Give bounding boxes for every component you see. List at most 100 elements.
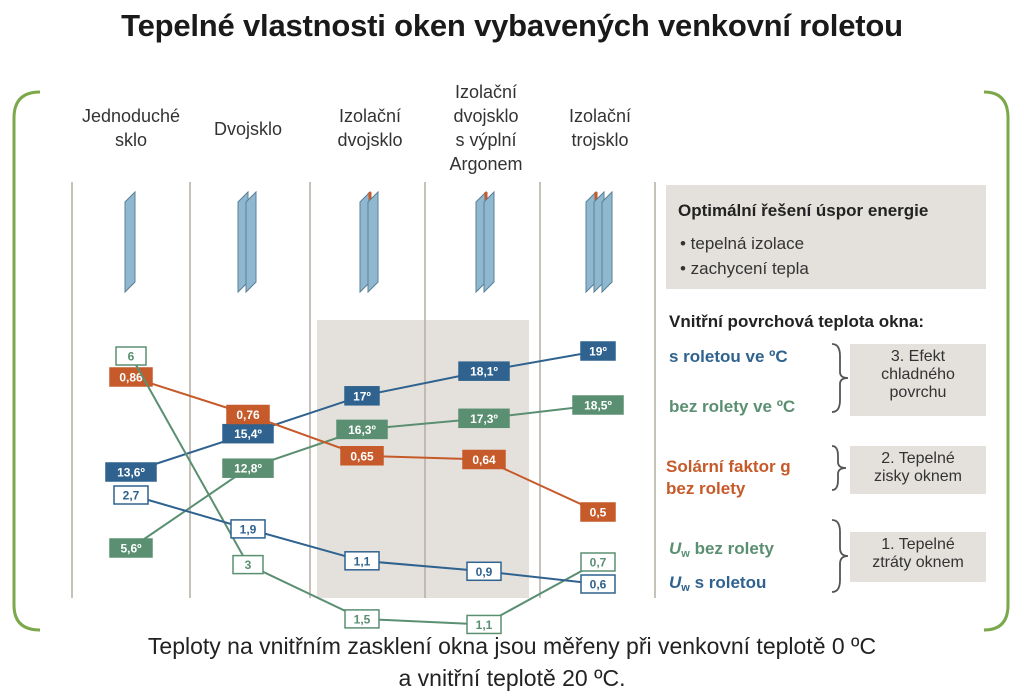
data-label: 0,9 bbox=[476, 565, 493, 579]
column-header: Izolační dvojsklo bbox=[310, 104, 430, 152]
data-label: 1,9 bbox=[240, 522, 257, 536]
effect-heat-gains-line2: zisky oknem bbox=[873, 468, 963, 485]
effect-heat-gains-line1: 2. Tepelné bbox=[881, 450, 955, 467]
data-label: 18,5º bbox=[584, 399, 612, 413]
data-point bbox=[105, 462, 157, 482]
data-label: 5,6º bbox=[120, 542, 142, 556]
data-point bbox=[458, 361, 510, 381]
uw-symbol: U bbox=[669, 539, 682, 558]
data-point bbox=[344, 386, 380, 406]
surface-temp-heading: Vnitřní povrchová teplota okna: bbox=[669, 312, 925, 331]
data-label: 17º bbox=[353, 389, 371, 403]
column-header-line: Izolační bbox=[568, 106, 632, 126]
data-label: 1,5 bbox=[354, 612, 371, 626]
data-label: 0,86 bbox=[119, 371, 143, 385]
effect-cold-surface-line2: chladného bbox=[881, 366, 955, 383]
frame-bracket-left bbox=[12, 90, 41, 632]
column-header: Dvojsklo bbox=[188, 117, 308, 141]
data-label: 1,1 bbox=[354, 554, 371, 568]
data-point bbox=[222, 423, 274, 444]
data-label: 0,65 bbox=[350, 449, 374, 463]
brace-heat-gains bbox=[831, 445, 847, 491]
data-point bbox=[115, 346, 147, 366]
data-point bbox=[336, 419, 388, 440]
data-point bbox=[458, 408, 510, 429]
brace-heat-losses bbox=[831, 519, 849, 593]
legend-solar-factor: Solární faktor g bez rolety bbox=[666, 456, 791, 500]
column-header: Izolační dvojsklo s výplní Argonem bbox=[426, 80, 546, 176]
effect-heat-losses-line1: 1. Tepelné bbox=[881, 536, 955, 553]
optimal-solution-title: Optimální řešení úspor energie bbox=[678, 201, 929, 220]
footnote-line2: a vnitřní teplotě 20 ºC. bbox=[398, 665, 626, 691]
data-label: 0,64 bbox=[472, 453, 496, 467]
column-header-line: sklo bbox=[114, 130, 147, 150]
data-label: 12,8º bbox=[234, 462, 262, 476]
uw-with-label: s roletou bbox=[694, 573, 767, 592]
data-point bbox=[580, 552, 616, 572]
uw-symbol: U bbox=[669, 573, 682, 592]
data-label: 0,7 bbox=[590, 556, 607, 570]
glass-pane-icon bbox=[483, 190, 495, 294]
data-label: 0,6 bbox=[590, 578, 607, 592]
column-header-line: Izolační bbox=[454, 82, 518, 102]
glass-pane-icon bbox=[245, 190, 257, 294]
data-point bbox=[466, 614, 502, 635]
effect-cold-surface-line1: 3. Efekt bbox=[890, 348, 946, 365]
data-label: 0,76 bbox=[236, 408, 260, 422]
frame-bracket-right bbox=[983, 90, 1010, 632]
uw-subscript: w bbox=[681, 548, 690, 560]
legend-solar-factor-line1: Solární faktor g bbox=[666, 457, 791, 476]
data-point bbox=[580, 502, 616, 522]
column-header-line: dvojsklo bbox=[453, 106, 519, 126]
data-point bbox=[230, 519, 266, 539]
data-label: 6 bbox=[128, 350, 135, 364]
data-point bbox=[580, 574, 616, 594]
footnote-line1: Teploty na vnitřním zasklení okna jsou m… bbox=[147, 633, 877, 659]
glass-pane bbox=[483, 190, 495, 294]
legend-uw-without: Uw bez rolety bbox=[669, 538, 774, 565]
footnote: Teploty na vnitřním zasklení okna jsou m… bbox=[0, 630, 1024, 694]
glass-pane-icon bbox=[601, 190, 613, 294]
uw-subscript: w bbox=[681, 582, 690, 594]
column-header-line: dvojsklo bbox=[337, 130, 403, 150]
data-point bbox=[222, 458, 274, 478]
column-header-line: Jednoduché bbox=[81, 106, 181, 126]
data-point bbox=[580, 341, 616, 361]
data-label: 16,3º bbox=[348, 423, 376, 437]
data-point bbox=[466, 561, 502, 582]
glass-pane-icon bbox=[124, 190, 136, 294]
column-header: Izolační trojsklo bbox=[540, 104, 660, 152]
glass-pane bbox=[245, 190, 257, 294]
data-point bbox=[113, 485, 149, 505]
data-label: 15,4º bbox=[234, 427, 262, 441]
data-point bbox=[572, 395, 624, 415]
uw-without-label: bez rolety bbox=[694, 539, 774, 558]
data-point bbox=[109, 367, 153, 387]
column-header-line: Argonem bbox=[449, 154, 523, 174]
data-point bbox=[226, 404, 270, 425]
data-point bbox=[344, 609, 380, 629]
data-point bbox=[109, 538, 153, 558]
optimal-solution-box: Optimální řešení úspor energie • tepelná… bbox=[666, 185, 986, 289]
data-label: 0,5 bbox=[590, 506, 607, 520]
effect-heat-gains-box: 2. Tepelné zisky oknem bbox=[850, 446, 986, 494]
legend-without-shutter-temp: bez rolety ve ºC bbox=[669, 397, 796, 416]
optimal-item-heat-capture: • zachycení tepla bbox=[680, 259, 809, 278]
effect-heat-losses-line2: ztráty oknem bbox=[872, 554, 964, 571]
data-label: 2,7 bbox=[123, 489, 140, 503]
glass-pane-icon bbox=[367, 190, 379, 294]
legend-with-shutter-temp: s roletou ve ºC bbox=[669, 347, 788, 366]
column-header: Jednoduché sklo bbox=[71, 104, 191, 152]
data-label: 17,3º bbox=[470, 412, 498, 426]
data-point bbox=[340, 446, 384, 466]
glass-pane bbox=[601, 190, 613, 294]
column-header-line: Izolační bbox=[338, 106, 402, 126]
column-header-line: Dvojsklo bbox=[213, 119, 283, 139]
data-label: 3 bbox=[245, 558, 252, 572]
legend-solar-factor-line2: bez rolety bbox=[666, 479, 746, 498]
data-point bbox=[344, 551, 380, 571]
glass-pane bbox=[124, 190, 136, 294]
chart-title: Tepelné vlastnosti oken vybavených venko… bbox=[121, 8, 903, 43]
data-label: 19º bbox=[589, 345, 607, 359]
